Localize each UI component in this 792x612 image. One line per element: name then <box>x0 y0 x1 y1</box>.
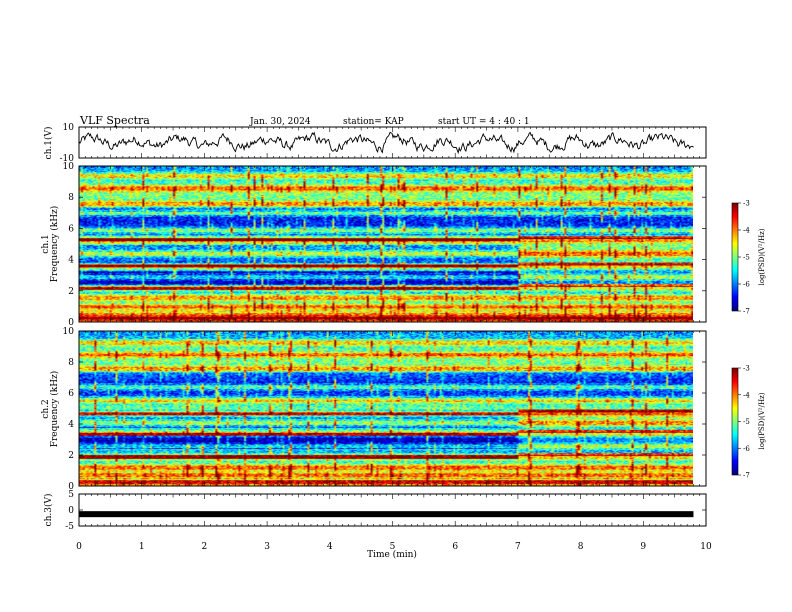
ch1-colorbar-label: log(PSD)(V²/Hz) <box>758 228 766 285</box>
y-tick-label: 6 <box>68 389 74 399</box>
colorbar-tick-label: -5 <box>743 418 750 426</box>
x-tick-label: 2 <box>202 542 208 552</box>
y-tick-label: 2 <box>68 451 74 461</box>
y-tick-label: 5 <box>68 490 74 500</box>
y-tick-label: 10 <box>63 327 75 337</box>
x-tick-label: 10 <box>700 542 712 552</box>
x-tick-label: 8 <box>578 542 584 552</box>
ch1-waveform-panel: 10 -10 ch.1(V) <box>43 123 707 164</box>
ch3-waveform-line <box>79 511 694 518</box>
y-tick-label: 4 <box>68 420 74 430</box>
y-tick-label: 10 <box>63 123 75 133</box>
ch1-waveform-ylabel: ch.1(V) <box>43 127 54 160</box>
y-tick-label: 8 <box>68 193 74 203</box>
y-tick-label: 0 <box>68 506 74 516</box>
start-time-label: start UT = 4 : 40 : 1 <box>438 117 530 127</box>
x-tick-label: 9 <box>640 542 646 552</box>
ch2-spectrogram-ticks: 0 2 4 6 8 10 <box>63 327 707 492</box>
station-label: station= KAP <box>343 117 404 127</box>
colorbar-tick-label: -5 <box>743 254 750 262</box>
x-tick-label: 6 <box>452 542 458 552</box>
x-tick-label: 0 <box>76 542 82 552</box>
y-tick-label: 6 <box>68 224 74 234</box>
ch1-spectrogram-ylabel-frequency: Frequency (kHz) <box>49 206 60 283</box>
y-tick-label: -10 <box>60 154 75 164</box>
figure-title: VLF Spectra <box>79 114 150 127</box>
x-tick-label: 1 <box>139 542 145 552</box>
ch1-waveform-line <box>78 131 694 155</box>
ch1-spectrogram-ticks: 0 2 4 6 8 10 <box>63 162 707 328</box>
x-tick-label: 4 <box>327 542 333 552</box>
ch1-waveform-ticks: 10 -10 <box>60 123 707 164</box>
colorbar-tick-label: -4 <box>743 391 750 399</box>
colorbar-tick-label: -7 <box>743 472 750 480</box>
ch2-colorbar-gradient <box>732 368 738 475</box>
colorbar-tick-label: -4 <box>743 227 750 235</box>
x-tick-label: 3 <box>264 542 270 552</box>
y-tick-label: 4 <box>68 256 74 266</box>
ch2-spectrogram-heatmap <box>79 331 693 486</box>
ch2-colorbar-ticks: -3 -4 -5 -6 -7 <box>738 365 750 480</box>
ch2-spectrogram-panel: 0 2 4 6 8 10 ch.2 Frequency (kHz) <box>41 327 707 492</box>
ch1-colorbar-gradient <box>732 203 738 311</box>
y-tick-label: 2 <box>68 287 74 297</box>
ch3-waveform-ylabel: ch.3(V) <box>43 494 54 527</box>
ch2-colorbar: -3 -4 -5 -6 -7 log(PSD)(V²/Hz) <box>731 365 766 480</box>
colorbar-tick-label: -7 <box>743 308 750 316</box>
colorbar-tick-label: -3 <box>743 200 750 208</box>
x-tick-label: 5 <box>390 542 396 552</box>
ch1-colorbar: -3 -4 -5 -6 -7 log(PSD)(V²/Hz) <box>731 200 766 316</box>
time-axis-label: Time (min) <box>367 549 417 560</box>
ch2-colorbar-label: log(PSD)(V²/Hz) <box>758 392 766 449</box>
colorbar-tick-label: -6 <box>743 445 750 453</box>
colorbar-tick-label: -6 <box>743 281 750 289</box>
y-tick-label: 8 <box>68 358 74 368</box>
ch1-spectrogram-ylabel-channel: ch.1 <box>41 234 51 253</box>
colorbar-tick-label: -3 <box>743 365 750 373</box>
date-label: Jan. 30, 2024 <box>249 117 311 127</box>
y-tick-label: 0 <box>68 318 74 328</box>
y-tick-label: -5 <box>65 522 74 532</box>
y-tick-label: 0 <box>68 482 74 492</box>
ch1-colorbar-ticks: -3 -4 -5 -6 -7 <box>738 200 750 316</box>
x-tick-label: 7 <box>515 542 521 552</box>
ch1-spectrogram-panel: 0 2 4 6 8 10 ch.1 Frequency (kHz) <box>41 162 707 328</box>
ch2-spectrogram-ylabel-channel: ch.2 <box>41 399 51 418</box>
y-tick-label: 10 <box>63 162 75 172</box>
ch1-spectrogram-heatmap <box>79 166 693 322</box>
ch2-spectrogram-ylabel-frequency: Frequency (kHz) <box>49 371 60 448</box>
